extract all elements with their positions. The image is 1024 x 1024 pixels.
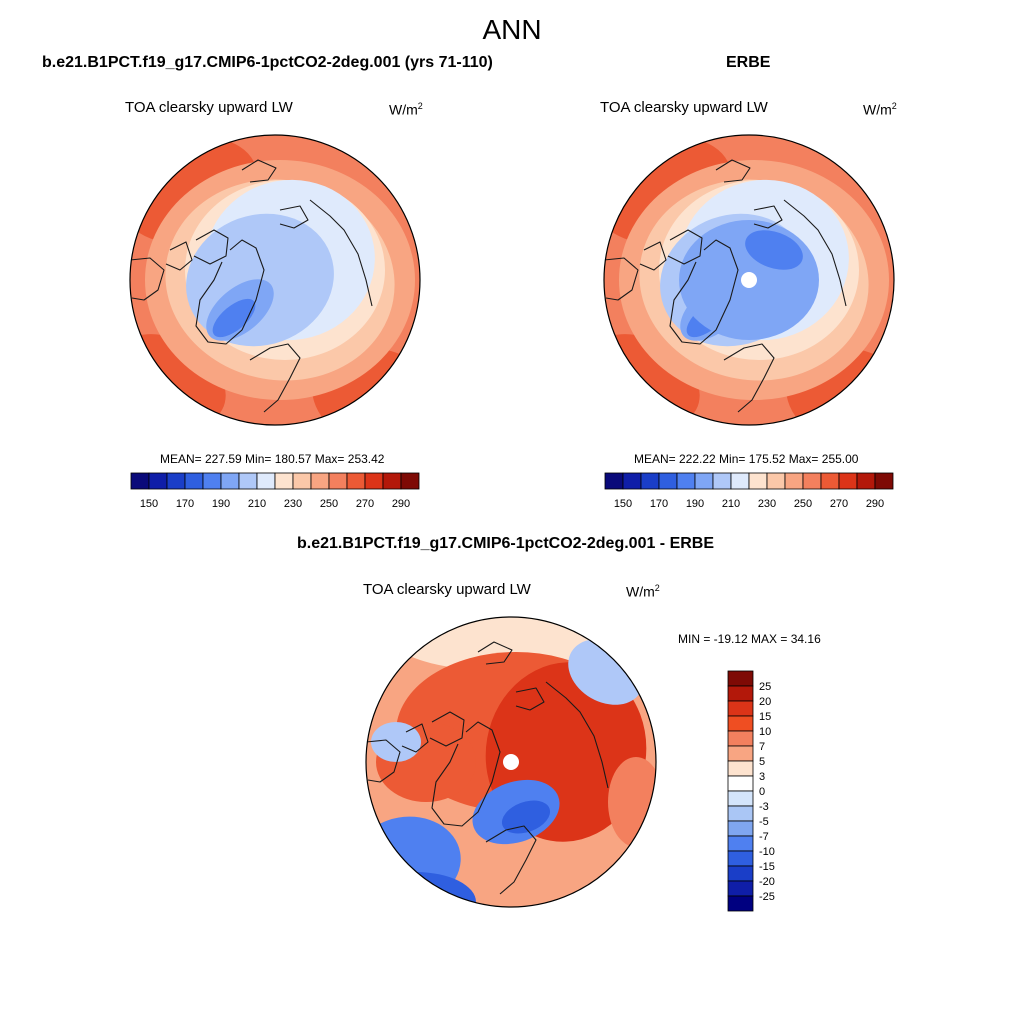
panel3-colorbar: 25 20 15 10 7 5 3 0 -3 -5 -7 -10 -15 -20 -25: [727, 670, 775, 912]
colorbar-tick-label: 230: [758, 498, 776, 510]
colorbar-swatch: [820, 472, 840, 490]
colorbar-tick-label: 230: [284, 498, 302, 510]
colorbar-tick-label: -20: [759, 876, 775, 888]
colorbar-swatch: [202, 472, 222, 490]
colorbar-swatch: [712, 472, 732, 490]
colorbar-tick-label: 170: [176, 498, 194, 510]
colorbar-swatch: [256, 472, 276, 490]
colorbar-swatch: [310, 472, 330, 490]
panel2-stats: MEAN= 222.22 Min= 175.52 Max= 255.00: [634, 452, 859, 466]
panel1-title: b.e21.B1PCT.f19_g17.CMIP6-1pctCO2-2deg.0…: [42, 54, 493, 71]
colorbar-tick-label: 0: [759, 786, 765, 798]
colorbar-swatch: [727, 775, 754, 792]
colorbar-swatch: [292, 472, 312, 490]
panel3-stats: MIN = -19.12 MAX = 34.16: [678, 632, 821, 646]
colorbar-swatch: [856, 472, 876, 490]
colorbar-swatch: [838, 472, 858, 490]
colorbar-swatch: [766, 472, 786, 490]
panel2-variable: TOA clearsky upward LW: [600, 99, 768, 116]
colorbar-tick-label: 170: [650, 498, 668, 510]
colorbar-tick-label: 290: [392, 498, 410, 510]
panel2-units: W/m2: [863, 101, 897, 118]
colorbar-tick-label: 210: [722, 498, 740, 510]
colorbar-swatch: [727, 865, 754, 882]
colorbar-swatch: [328, 472, 348, 490]
colorbar-swatch: [727, 895, 754, 912]
colorbar-swatch: [274, 472, 294, 490]
panel2-colorbar: 150 170 190 210 230 250 270 290: [604, 472, 894, 510]
panel1-variable: TOA clearsky upward LW: [125, 99, 293, 116]
colorbar-swatch: [727, 700, 754, 717]
colorbar-swatch: [727, 715, 754, 732]
colorbar-swatch: [784, 472, 804, 490]
panel2-title: ERBE: [726, 54, 771, 71]
colorbar-swatch: [640, 472, 660, 490]
colorbar-tick-label: 250: [794, 498, 812, 510]
colorbar-swatch: [727, 880, 754, 897]
colorbar-swatch: [364, 472, 384, 490]
colorbar-swatch: [622, 472, 642, 490]
colorbar-tick-label: 7: [759, 741, 765, 753]
colorbar-swatch: [676, 472, 696, 490]
colorbar-tick-label: 3: [759, 771, 765, 783]
colorbar-tick-label: 15: [759, 711, 771, 723]
colorbar-swatch: [730, 472, 750, 490]
panel3-variable: TOA clearsky upward LW: [363, 581, 531, 598]
colorbar-swatch: [220, 472, 240, 490]
colorbar-swatch: [727, 850, 754, 867]
colorbar-swatch: [346, 472, 366, 490]
panel2-polar-map: [603, 134, 895, 426]
panel1-polar-map: [129, 134, 421, 426]
colorbar-tick-label: 270: [356, 498, 374, 510]
colorbar-swatch: [148, 472, 168, 490]
colorbar-tick-label: 20: [759, 696, 771, 708]
colorbar-swatch: [727, 760, 754, 777]
colorbar-swatch: [694, 472, 714, 490]
colorbar-swatch: [748, 472, 768, 490]
colorbar-tick-label: 5: [759, 756, 765, 768]
colorbar-tick-label: -7: [759, 831, 769, 843]
panel1-units: W/m2: [389, 101, 423, 118]
figure-title: ANN: [482, 14, 542, 45]
colorbar-tick-label: -10: [759, 846, 775, 858]
colorbar-swatch: [727, 670, 754, 687]
colorbar-swatch: [874, 472, 894, 490]
panel1-colorbar: 150 170 190 210 230 250 270 290: [130, 472, 420, 510]
colorbar-tick-label: -15: [759, 861, 775, 873]
panel1-stats: MEAN= 227.59 Min= 180.57 Max= 253.42: [160, 452, 385, 466]
colorbar-swatch: [400, 472, 420, 490]
colorbar-tick-label: 25: [759, 681, 771, 693]
colorbar-swatch: [727, 730, 754, 747]
colorbar-swatch: [238, 472, 258, 490]
colorbar-swatch: [802, 472, 822, 490]
colorbar-tick-label: 190: [686, 498, 704, 510]
colorbar-tick-label: 250: [320, 498, 338, 510]
colorbar-swatch: [604, 472, 624, 490]
colorbar-tick-label: 150: [140, 498, 158, 510]
colorbar-swatch: [727, 685, 754, 702]
colorbar-tick-label: -5: [759, 816, 769, 828]
colorbar-tick-label: 210: [248, 498, 266, 510]
colorbar-tick-label: 10: [759, 726, 771, 738]
colorbar-swatch: [727, 820, 754, 837]
colorbar-swatch: [184, 472, 204, 490]
panel3-polar-map: [365, 616, 657, 908]
panel3-title: b.e21.B1PCT.f19_g17.CMIP6-1pctCO2-2deg.0…: [297, 535, 715, 552]
colorbar-swatch: [130, 472, 150, 490]
colorbar-swatch: [727, 790, 754, 807]
colorbar-swatch: [166, 472, 186, 490]
colorbar-swatch: [382, 472, 402, 490]
colorbar-tick-label: -25: [759, 891, 775, 903]
colorbar-tick-label: 150: [614, 498, 632, 510]
colorbar-swatch: [727, 805, 754, 822]
colorbar-swatch: [727, 835, 754, 852]
colorbar-tick-label: -3: [759, 801, 769, 813]
colorbar-tick-label: 190: [212, 498, 230, 510]
colorbar-swatch: [727, 745, 754, 762]
colorbar-tick-label: 270: [830, 498, 848, 510]
colorbar-tick-label: 290: [866, 498, 884, 510]
panel3-units: W/m2: [626, 583, 660, 600]
colorbar-swatch: [658, 472, 678, 490]
